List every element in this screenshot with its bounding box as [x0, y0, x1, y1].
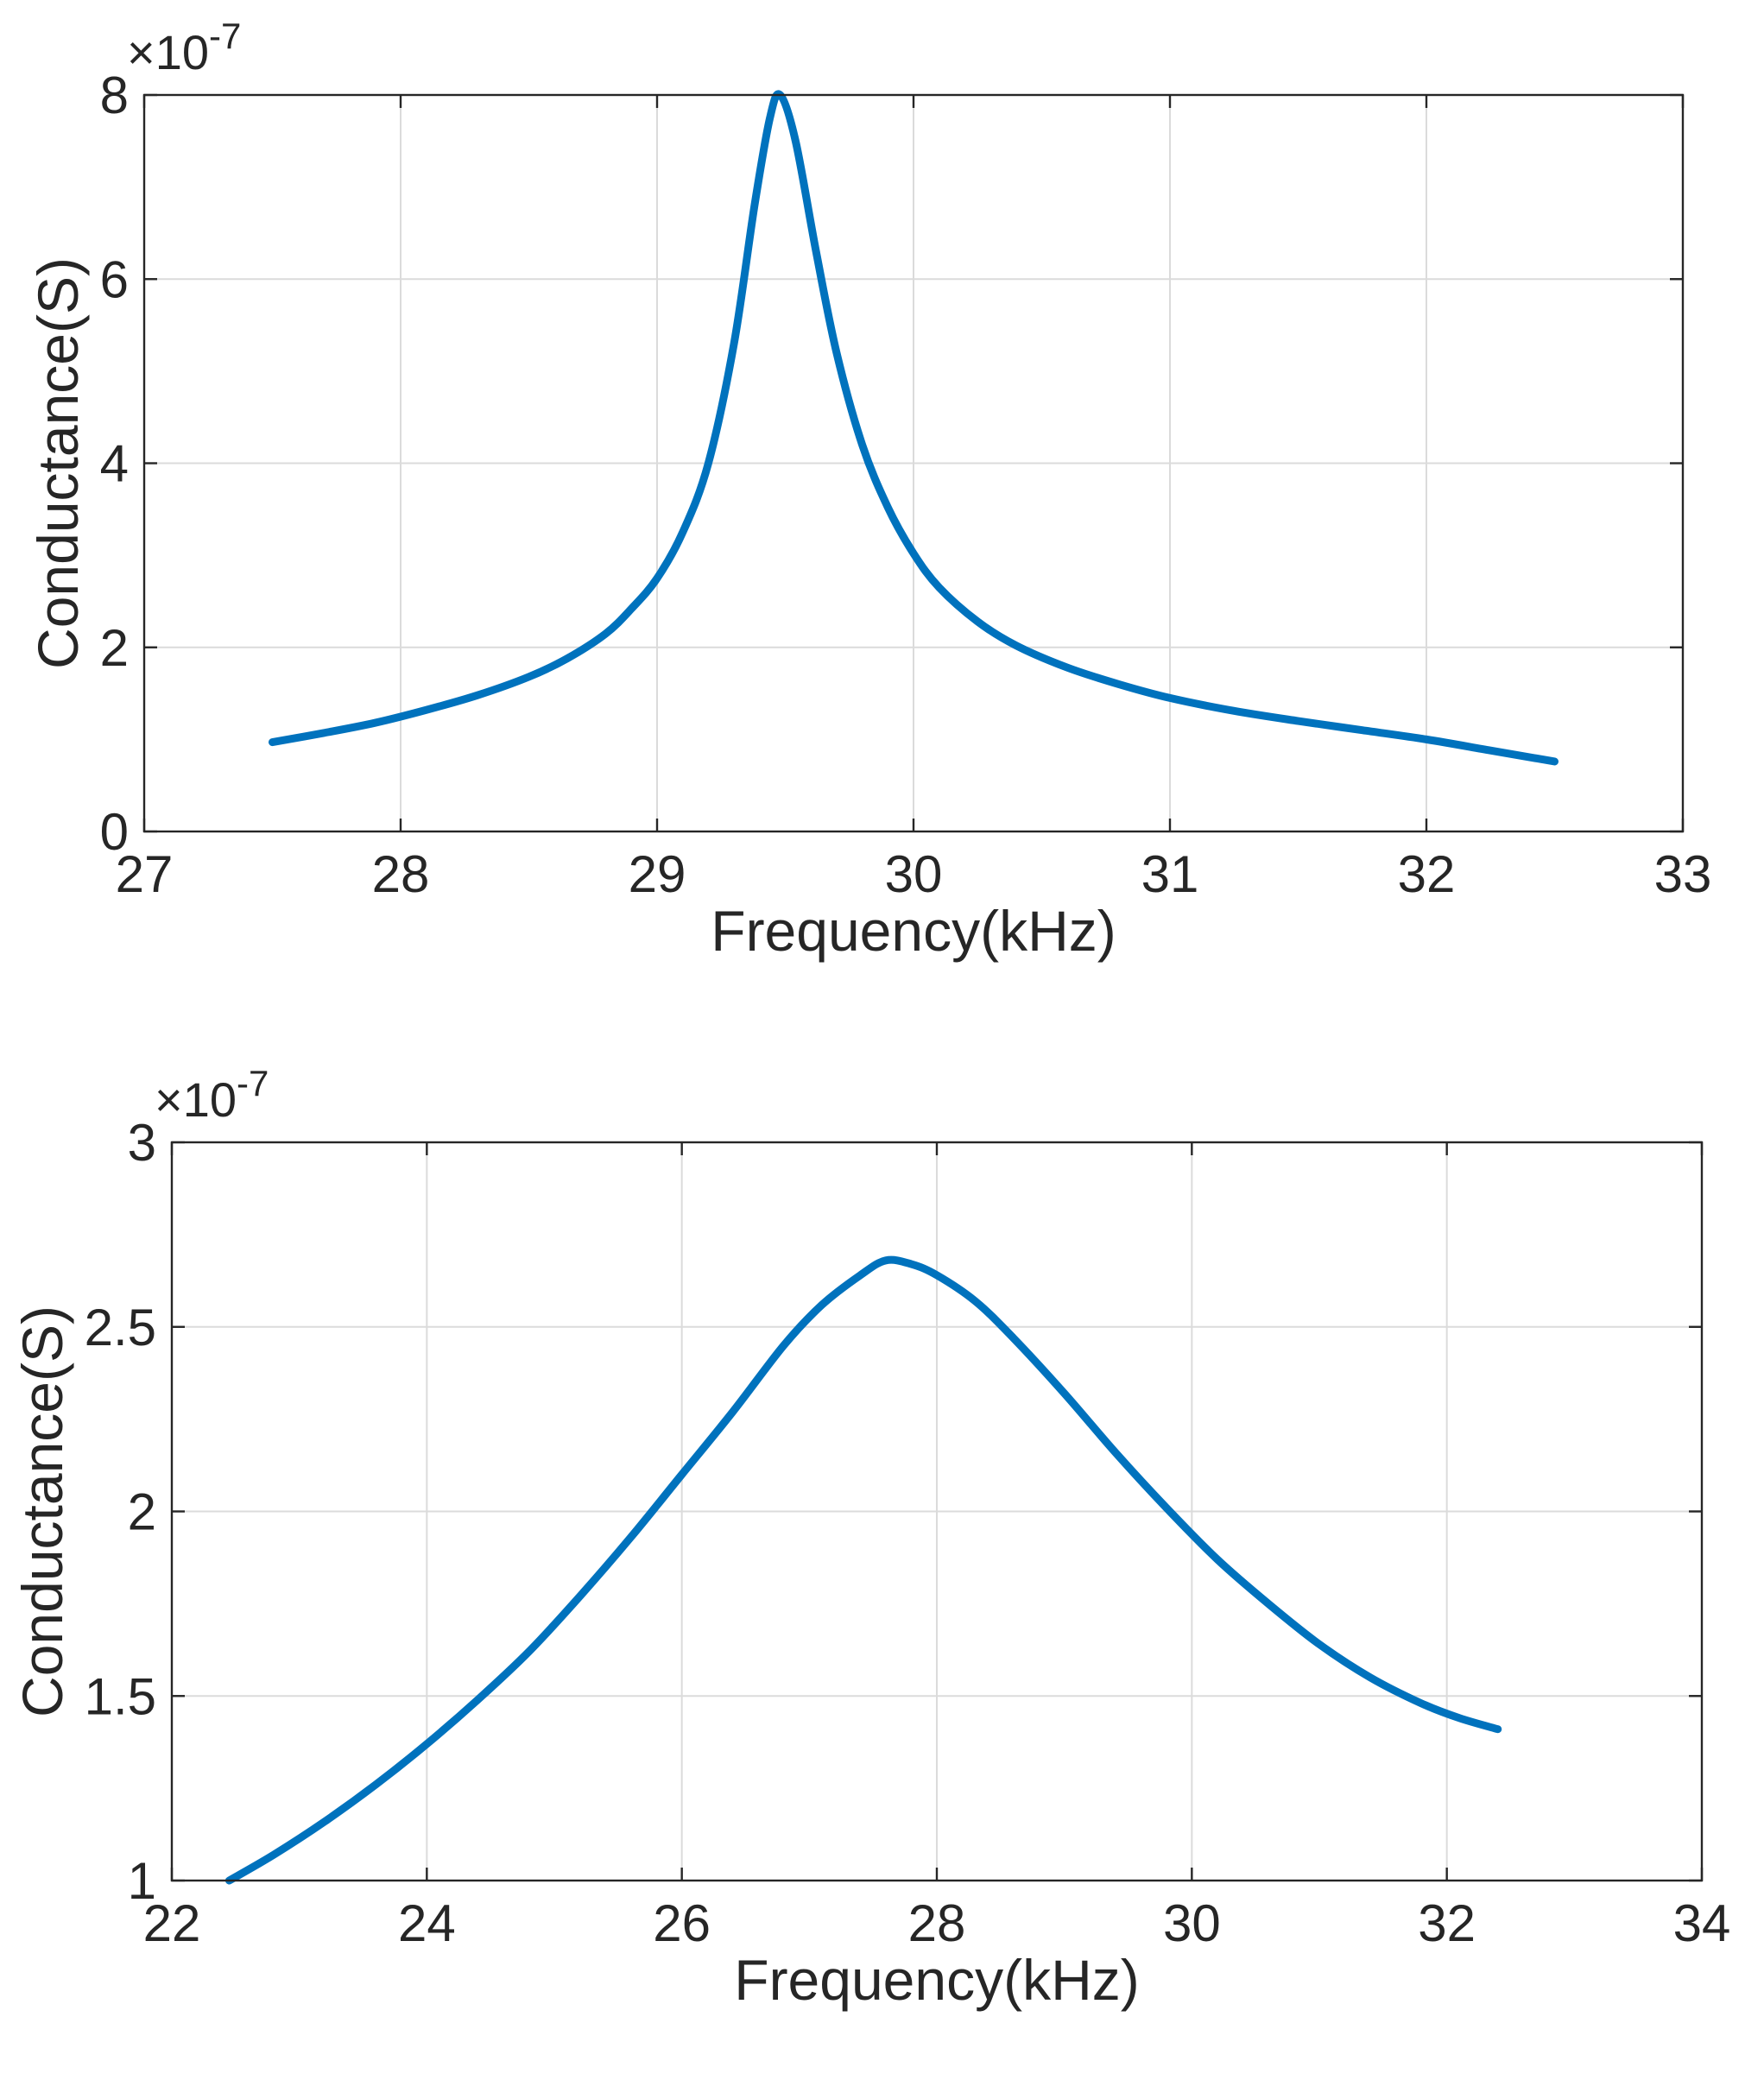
y-axis-label: Conductance(S) — [26, 257, 90, 669]
y-tick-label: 2 — [100, 619, 129, 677]
x-tick-label: 26 — [653, 1894, 711, 1952]
conductance-curve — [269, 90, 1559, 766]
y-tick-label: 6 — [100, 250, 129, 308]
x-tick-label: 29 — [629, 845, 686, 903]
x-tick-label: 34 — [1673, 1894, 1731, 1952]
y-tick-label: 0 — [100, 803, 129, 861]
x-tick-label: 31 — [1141, 845, 1199, 903]
y-tick-label: 8 — [100, 66, 129, 124]
x-tick-label: 30 — [885, 845, 943, 903]
y-tick-label: 2 — [128, 1483, 156, 1541]
x-tick-label: 22 — [143, 1894, 201, 1952]
x-tick-label: 28 — [372, 845, 430, 903]
x-tick-label: 27 — [116, 845, 174, 903]
y-axis-exponent-label: ×10-7 — [127, 16, 241, 79]
y-tick-label: 1 — [128, 1852, 156, 1910]
y-tick-label: 1.5 — [85, 1667, 156, 1725]
x-axis-label: Frequency(kHz) — [734, 1948, 1139, 2012]
bottom-chart: 22 24 26 28 30 32 34 1 1.5 2 2.5 3 Frequency(kHz) Con… — [10, 1063, 1730, 2012]
conductance-curve — [224, 1255, 1502, 1885]
y-axis-label: Conductance(S) — [10, 1306, 74, 1717]
y-tick-label: 2.5 — [85, 1299, 156, 1356]
y-tick-label: 3 — [128, 1114, 156, 1172]
x-tick-label: 30 — [1163, 1894, 1221, 1952]
x-tick-label: 32 — [1398, 845, 1456, 903]
x-tick-label: 33 — [1654, 845, 1712, 903]
y-tick-label: 4 — [100, 435, 129, 493]
x-tick-label: 32 — [1418, 1894, 1476, 1952]
x-axis-label: Frequency(kHz) — [711, 899, 1116, 963]
x-tick-label: 28 — [908, 1894, 966, 1952]
top-chart: 27 28 29 30 31 32 33 0 2 4 6 8 Frequency(kHz) Conduct… — [26, 16, 1711, 963]
y-axis-exponent-label: ×10-7 — [155, 1063, 269, 1127]
x-tick-label: 24 — [398, 1894, 456, 1952]
